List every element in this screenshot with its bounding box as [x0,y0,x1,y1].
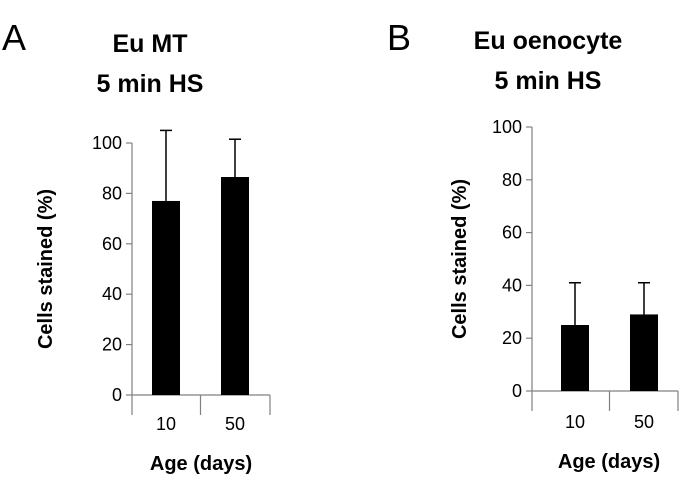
x-tick-label: 10 [565,412,585,432]
y-tick-label: 0 [112,385,122,405]
y-tick-label: 20 [102,335,122,355]
x-tick-label: 50 [634,412,654,432]
y-tick-label: 0 [512,381,522,401]
y-tick-label: 60 [102,234,122,254]
y-tick-label: 40 [502,275,522,295]
y-tick-label: 40 [102,284,122,304]
y-tick-label: 20 [502,328,522,348]
chart-title-line: 5 min HS [97,70,204,98]
x-tick-label: 50 [225,414,245,434]
y-tick-label: 100 [492,117,522,137]
bar-50 [221,177,249,395]
x-axis-label: Age (days) [150,453,252,475]
bar-50 [630,314,658,391]
panel-letter: B [387,17,411,58]
x-tick-label: 10 [156,414,176,434]
y-tick-label: 60 [502,223,522,243]
bar-10 [561,325,589,391]
y-tick-label: 100 [92,133,122,153]
chart-title-line: Eu MT [113,30,188,58]
bar-10 [152,200,180,395]
panel-letter: A [2,17,26,58]
y-tick-label: 80 [102,183,122,203]
y-axis-label: Cells stained (%) [449,179,471,339]
y-axis-label: Cells stained (%) [35,189,57,349]
x-axis-label: Age (days) [558,451,660,473]
chart-title-line: 5 min HS [495,67,602,95]
chart-title-line: Eu oenocyte [474,27,623,55]
y-tick-label: 80 [502,170,522,190]
